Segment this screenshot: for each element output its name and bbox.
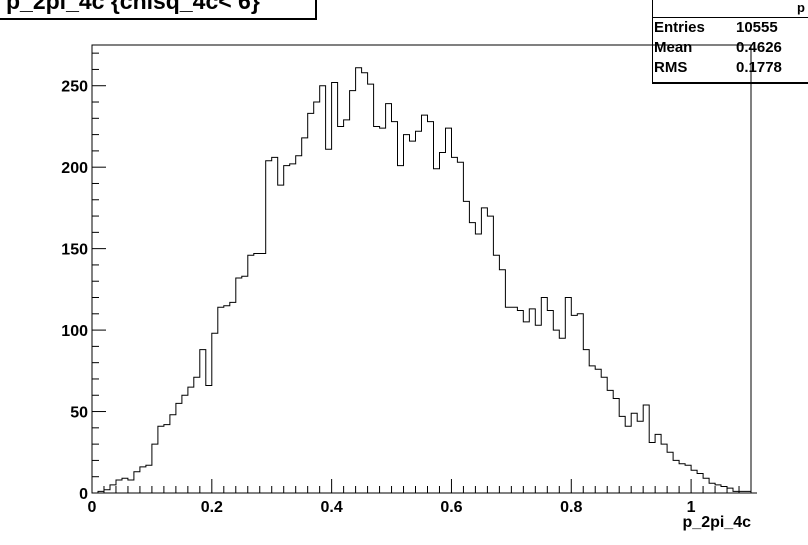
x-axis-label: p_2pi_4c: [683, 514, 752, 531]
stats-label: RMS: [654, 59, 688, 76]
y-tick-label: 100: [61, 323, 88, 340]
plot-frame: [91, 44, 752, 494]
stats-row-entries: Entries 10555: [653, 19, 808, 38]
histogram-series-line: [92, 67, 757, 494]
x-tick-label: 1: [687, 499, 696, 516]
y-tick-label: 250: [61, 79, 88, 96]
stats-value: 10555: [736, 19, 778, 36]
chart-title-box: p_2pi_4c {chisq_4c< 6}: [0, 0, 317, 20]
stats-row-rms: RMS 0.1778: [653, 59, 808, 78]
x-tick-label: 0.6: [440, 499, 462, 516]
x-tick-label: 0.4: [321, 499, 343, 516]
stats-row-mean: Mean 0.4626: [653, 39, 808, 58]
axes-frame: [91, 44, 752, 494]
y-tick-label: 150: [61, 242, 88, 259]
y-tick-label: 0: [79, 486, 88, 503]
stats-caption-row: p: [653, 0, 808, 18]
stats-label: Mean: [654, 39, 693, 56]
x-tick-label: 0.8: [560, 499, 582, 516]
tick-labels: 0 0.2 0.4 0.6 0.8 1 0 50 100 150 200 250: [61, 79, 695, 516]
stats-caption: p: [797, 0, 805, 15]
x-tick-label: 0.2: [201, 499, 223, 516]
stats-box: p Entries 10555 Mean 0.4626 RMS 0.1778: [652, 0, 808, 84]
x-tick-label: 0: [88, 499, 97, 516]
stats-value: 0.1778: [736, 59, 782, 76]
y-tick-label: 200: [61, 160, 88, 177]
stats-label: Entries: [654, 19, 705, 36]
chart-title: p_2pi_4c {chisq_4c< 6}: [6, 0, 260, 14]
y-tick-label: 50: [70, 405, 88, 422]
stats-value: 0.4626: [736, 39, 782, 56]
